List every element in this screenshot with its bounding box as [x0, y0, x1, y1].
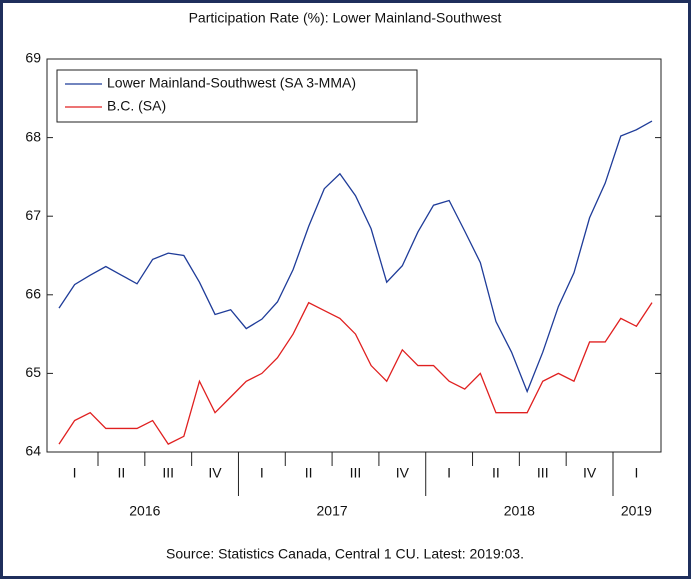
x-tick-label: I [447, 465, 451, 481]
plot-frame [46, 58, 662, 453]
x-year-label: 2016 [129, 503, 160, 519]
source-note: Source: Statistics Canada, Central 1 CU.… [166, 546, 524, 562]
series-line [58, 301, 653, 445]
legend-label: Lower Mainland-Southwest (SA 3-MMA) [107, 75, 356, 91]
legend-label: B.C. (SA) [107, 98, 166, 114]
y-tick-label: 67 [25, 207, 41, 223]
x-tick-label: III [537, 465, 549, 481]
series-line [58, 120, 653, 394]
x-tick-label: IV [208, 465, 222, 481]
y-tick-label: 64 [25, 443, 41, 459]
x-tick-label: I [634, 465, 638, 481]
legend-box [56, 69, 418, 123]
x-tick-label: I [73, 465, 77, 481]
x-year-label: 2017 [317, 503, 348, 519]
x-tick-label: II [118, 465, 126, 481]
x-tick-label: III [162, 465, 174, 481]
chart-title: Participation Rate (%): Lower Mainland-S… [189, 10, 502, 26]
x-tick-label: III [350, 465, 362, 481]
y-tick-label: 68 [25, 128, 41, 144]
x-year-label: 2019 [621, 503, 652, 519]
x-tick-label: II [305, 465, 313, 481]
y-tick-label: 65 [25, 364, 41, 380]
y-tick-label: 69 [25, 50, 41, 66]
x-tick-label: IV [396, 465, 410, 481]
x-tick-label: IV [583, 465, 597, 481]
x-tick-label: II [492, 465, 500, 481]
y-tick-label: 66 [25, 286, 41, 302]
x-year-label: 2018 [504, 503, 535, 519]
x-tick-label: I [260, 465, 264, 481]
